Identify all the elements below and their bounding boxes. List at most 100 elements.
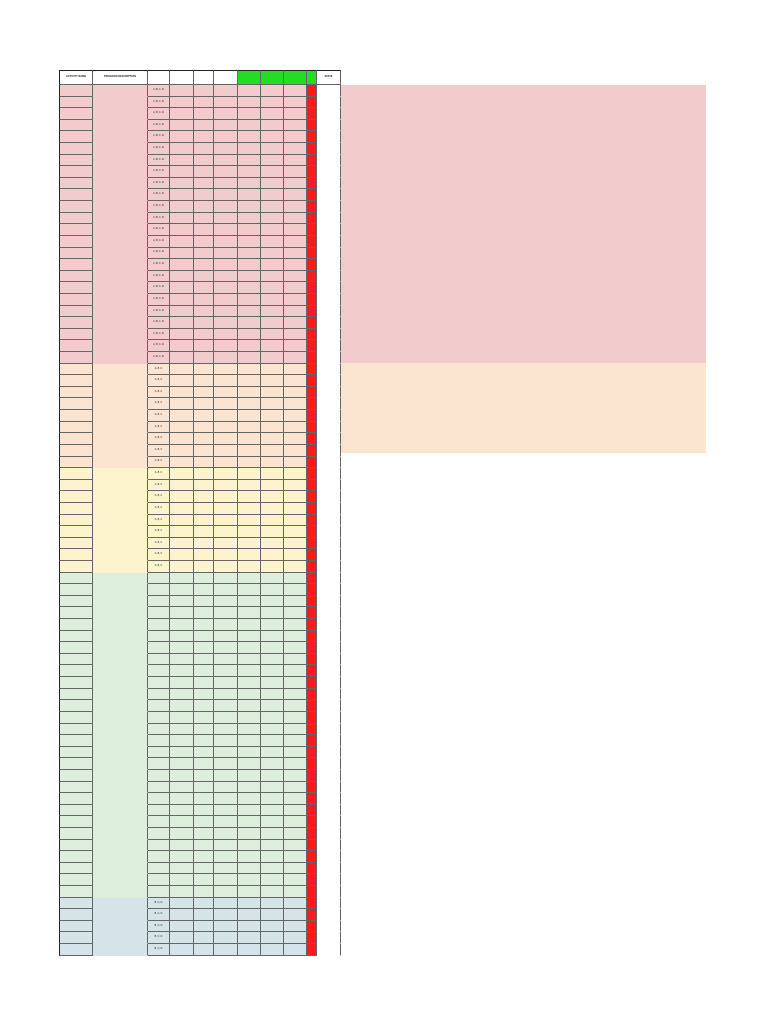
table-cell <box>93 410 148 422</box>
table-row <box>59 816 341 828</box>
table-cell <box>261 595 284 608</box>
table-cell <box>194 874 214 887</box>
table-row: A, B, C <box>59 514 341 527</box>
table-cell <box>194 154 214 167</box>
table-row <box>59 700 341 712</box>
table-cell <box>214 259 238 271</box>
table-cell <box>194 189 214 202</box>
table-cell <box>194 386 214 399</box>
status-cell <box>307 711 317 724</box>
table-cell <box>214 874 238 887</box>
header-cell <box>238 70 261 85</box>
table-row: A, B, C, D <box>59 154 341 167</box>
table-row <box>59 711 341 724</box>
table-cell <box>148 793 170 805</box>
table-row <box>59 735 341 747</box>
table-cell <box>284 526 307 538</box>
table-cell <box>194 363 214 376</box>
table-cell <box>59 131 93 144</box>
table-cell <box>238 688 261 701</box>
status-cell <box>307 410 317 422</box>
table-cell <box>284 293 307 306</box>
table-cell <box>261 619 284 631</box>
table-cell <box>59 85 93 97</box>
table-cell <box>214 944 238 956</box>
table-cell <box>238 537 261 550</box>
table-cell <box>284 352 307 364</box>
table-cell <box>261 108 284 120</box>
table-cell <box>214 386 238 399</box>
table-cell <box>317 897 341 910</box>
table-cell <box>170 514 194 527</box>
table-cell <box>317 96 341 109</box>
table-cell <box>170 932 194 945</box>
status-cell <box>307 224 317 236</box>
table-cell <box>284 119 307 132</box>
table-cell <box>238 549 261 561</box>
table-cell <box>170 607 194 620</box>
table-cell <box>93 653 148 666</box>
table-row: A, B, C <box>59 549 341 561</box>
table-cell <box>261 119 284 132</box>
table-cell <box>261 839 284 852</box>
status-cell <box>307 235 317 248</box>
table-cell <box>214 502 238 515</box>
status-cell <box>307 247 317 260</box>
table-cell <box>59 769 93 782</box>
table-cell <box>284 874 307 887</box>
table-cell <box>317 247 341 260</box>
table-cell <box>93 874 148 887</box>
table-cell <box>59 108 93 120</box>
table-row: A, B, C, D <box>59 108 341 120</box>
table-cell <box>284 96 307 109</box>
table-row <box>59 677 341 689</box>
table-cell <box>194 781 214 794</box>
table-cell <box>194 224 214 236</box>
table-cell <box>284 282 307 294</box>
table-cell <box>170 363 194 376</box>
table-cell <box>317 758 341 770</box>
table-cell <box>170 468 194 480</box>
table-cell <box>261 410 284 422</box>
table-cell <box>93 781 148 794</box>
table-row: A, B, C, D <box>59 189 341 202</box>
table-cell <box>284 653 307 666</box>
table-cell: A, B, C <box>148 363 170 376</box>
status-cell <box>307 758 317 770</box>
table-cell <box>317 340 341 353</box>
table-cell <box>284 131 307 144</box>
table-row <box>59 630 341 643</box>
table-cell <box>59 235 93 248</box>
table-cell <box>284 804 307 817</box>
table-cell <box>238 375 261 387</box>
table-cell <box>261 816 284 828</box>
table-cell: A, B, C, D <box>148 352 170 364</box>
table-cell <box>317 630 341 643</box>
table-cell <box>93 201 148 213</box>
table-cell <box>59 456 93 469</box>
table-cell <box>59 804 93 817</box>
table-cell <box>214 119 238 132</box>
table-cell <box>170 595 194 608</box>
table-cell <box>284 549 307 561</box>
table-cell: A, B, C, D <box>148 119 170 132</box>
status-cell <box>307 85 317 97</box>
table-cell <box>170 711 194 724</box>
table-cell <box>59 560 93 573</box>
table-cell <box>238 816 261 828</box>
table-cell <box>317 317 341 329</box>
table-cell <box>59 375 93 387</box>
table-cell: A, B, C, D <box>148 143 170 155</box>
table-cell <box>194 584 214 596</box>
table-cell <box>238 433 261 445</box>
table-cell <box>93 444 148 457</box>
table-row <box>59 619 341 631</box>
table-cell <box>261 630 284 643</box>
table-cell <box>93 711 148 724</box>
table-cell <box>59 653 93 666</box>
table-cell <box>261 444 284 457</box>
table-cell <box>261 96 284 109</box>
table-cell <box>59 677 93 689</box>
table-cell <box>93 491 148 503</box>
table-cell <box>59 189 93 202</box>
